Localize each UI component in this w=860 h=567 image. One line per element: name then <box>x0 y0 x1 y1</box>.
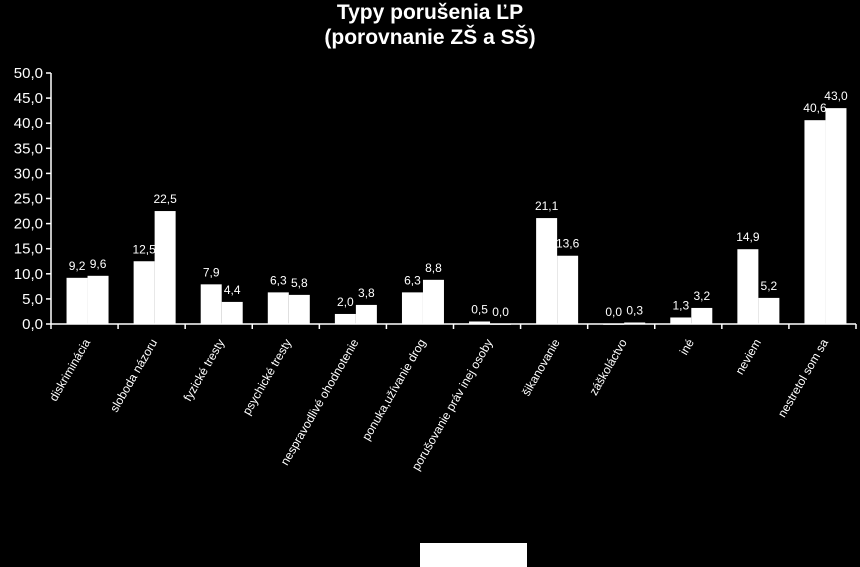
category-label: diskriminácia <box>46 336 93 403</box>
category-label: nespravodlivé ohodnotenie <box>278 336 362 468</box>
y-tick-label: 10,0 <box>14 266 43 283</box>
category-label: šikanovanie <box>519 336 563 398</box>
data-label: 0,3 <box>626 303 643 317</box>
data-label: 22,5 <box>153 192 177 206</box>
data-label: 12,5 <box>132 242 156 256</box>
chart-bars <box>66 108 847 325</box>
bar <box>66 277 88 324</box>
bar <box>624 322 646 324</box>
y-tick-label: 15,0 <box>14 241 43 258</box>
data-label: 2,0 <box>337 295 354 309</box>
data-label: 43,0 <box>824 89 848 103</box>
chart-data-labels: 9,2 12,5 7,9 6,3 2,0 6,3 0,5 21,1 0,0 1,3 14,9 40,6… <box>69 89 848 319</box>
bar <box>401 292 423 324</box>
data-label: 8,8 <box>425 261 442 275</box>
chart-category-labels: diskriminácia sloboda názoru fyzické trest… <box>46 336 831 473</box>
data-label: 1,3 <box>672 298 689 312</box>
data-label: 3,2 <box>693 289 710 303</box>
data-label: 0,0 <box>492 305 509 319</box>
legend-box <box>420 543 527 567</box>
chart-axes: 0,0 5,0 10,0 15,0 20,0 25,0 30,0 35,0 40,0 45,0 50… <box>14 65 857 333</box>
y-tick-label: 30,0 <box>14 165 43 182</box>
bar <box>422 279 444 324</box>
category-label: ponuka,užívanie drog <box>359 337 428 443</box>
data-label: 3,8 <box>358 286 375 300</box>
bar <box>691 307 713 324</box>
data-label: 0,5 <box>471 302 488 316</box>
y-tick-label: 0,0 <box>22 316 43 333</box>
chart-subtitle: (porovnanie ZŠ a SŠ) <box>324 25 535 49</box>
bar <box>267 292 289 324</box>
bar <box>536 218 558 324</box>
data-label: 14,9 <box>736 230 760 244</box>
bar <box>557 255 579 324</box>
category-label: psychické tresty <box>240 337 295 418</box>
bar <box>221 301 243 324</box>
bar <box>355 304 377 324</box>
category-label: porušovanie práv inej osoby <box>409 336 496 472</box>
data-label: 40,6 <box>803 101 827 115</box>
bar <box>490 324 512 325</box>
category-label: neviem <box>733 337 764 378</box>
y-tick-label: 25,0 <box>14 191 43 208</box>
category-label: nestretol som sa <box>775 336 831 420</box>
data-label: 5,8 <box>291 276 308 290</box>
data-label: 9,6 <box>90 257 107 271</box>
bar <box>737 249 759 324</box>
bar <box>758 297 780 324</box>
category-label: fyzické tresty <box>181 337 228 404</box>
data-label: 6,3 <box>270 273 287 287</box>
data-label: 9,2 <box>69 259 86 273</box>
y-tick-label: 50,0 <box>14 65 43 82</box>
bar <box>154 211 176 324</box>
data-label: 4,4 <box>224 283 241 297</box>
bar <box>603 324 625 325</box>
y-tick-label: 5,0 <box>22 291 43 308</box>
category-label: iné <box>677 336 697 357</box>
bar <box>334 313 356 324</box>
y-tick-label: 40,0 <box>14 115 43 132</box>
data-label: 13,6 <box>556 237 580 251</box>
bar <box>87 275 109 324</box>
data-label: 7,9 <box>203 265 220 279</box>
y-tick-label: 45,0 <box>14 90 43 107</box>
category-label: sloboda názoru <box>107 337 160 415</box>
data-label: 6,3 <box>404 273 421 287</box>
bar <box>804 120 826 324</box>
y-tick-label: 35,0 <box>14 140 43 157</box>
data-label: 5,2 <box>761 279 778 293</box>
data-label: 21,1 <box>535 199 559 213</box>
y-tick-label: 20,0 <box>14 216 43 233</box>
data-label: 0,0 <box>605 305 622 319</box>
bar <box>200 284 222 324</box>
bar <box>133 261 155 324</box>
bar <box>469 321 491 324</box>
bar <box>670 317 692 324</box>
bar <box>825 108 847 324</box>
bar <box>288 294 310 324</box>
chart-title: Typy porušenia ĽP <box>337 1 523 24</box>
category-label: záškoláctvo <box>586 336 630 398</box>
